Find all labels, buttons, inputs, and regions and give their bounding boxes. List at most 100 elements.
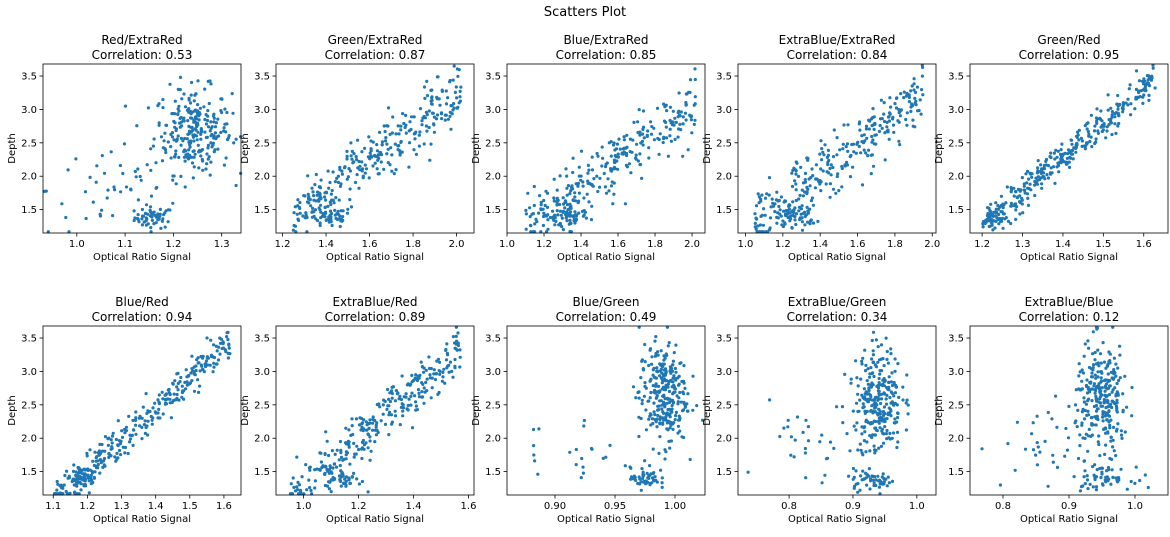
scatter-point — [625, 153, 629, 158]
scatter-point — [612, 158, 617, 162]
scatter-point — [206, 125, 211, 129]
scatter-point — [553, 223, 557, 227]
scatter-point — [651, 368, 655, 372]
scatter-point — [662, 393, 666, 397]
scatter-point — [328, 180, 332, 185]
scatter-point — [157, 123, 161, 127]
scatter-point — [654, 384, 658, 388]
scatter-point — [582, 196, 586, 200]
scatter-point — [879, 397, 884, 401]
scatter-point — [800, 220, 805, 224]
scatter-point — [889, 105, 893, 109]
scatter-point — [677, 418, 681, 422]
x-tick-label: 0.8 — [781, 501, 797, 512]
scatter-point — [373, 153, 377, 158]
scatter-point — [150, 422, 154, 426]
scatter-point — [337, 458, 341, 462]
scatter-point — [345, 154, 349, 158]
scatter-point — [841, 147, 845, 151]
scatter-point — [676, 115, 680, 119]
scatter-point — [199, 132, 203, 136]
scatter-point — [1059, 148, 1063, 152]
scatter-point — [193, 152, 197, 156]
scatter-point — [451, 78, 455, 82]
scatter-point — [674, 343, 678, 347]
scatter-point — [410, 115, 414, 119]
scatter-point — [103, 449, 107, 453]
y-axis-label: Depth — [471, 395, 482, 425]
scatter-point — [198, 106, 202, 110]
scatter-point — [893, 391, 898, 395]
scatter-point — [869, 421, 873, 425]
scatter-point — [1111, 445, 1115, 449]
scatter-point — [555, 203, 559, 207]
y-tick-label: 3.5 — [21, 72, 37, 83]
scatter-point — [1015, 196, 1019, 200]
scatter-point — [368, 458, 372, 462]
scatter-point — [674, 370, 678, 374]
scatter-point — [385, 152, 389, 156]
scatter-point — [390, 131, 394, 135]
x-tick-label: 0.95 — [604, 501, 626, 512]
scatter-point — [1097, 434, 1101, 438]
scatter-point — [143, 431, 147, 435]
scatter-point — [872, 444, 876, 448]
scatter-point — [661, 364, 665, 369]
scatter-point — [185, 108, 190, 112]
scatter-point — [1146, 485, 1150, 490]
scatter-point — [1078, 370, 1082, 374]
scatter-point — [100, 208, 104, 212]
scatter-point — [650, 417, 655, 421]
scatter-point — [674, 414, 678, 418]
scatter-point — [788, 219, 792, 223]
scatter-point — [329, 215, 333, 219]
scatter-point — [295, 455, 299, 459]
scatter-point — [106, 443, 110, 447]
scatter-point — [753, 221, 757, 225]
scatter-point — [769, 205, 773, 209]
scatter-point — [780, 223, 784, 227]
scatter-point — [373, 440, 377, 444]
scatter-point — [387, 413, 391, 417]
subplot-5: 1.2 1.3 1.4 1.5 1.61.52.02.53.03.5Green/RedC… — [934, 33, 1169, 263]
scatter-point — [330, 223, 334, 228]
scatter-point — [1098, 397, 1102, 401]
y-axis-label: Depth — [702, 395, 713, 425]
scatter-point — [67, 476, 71, 480]
scatter-point — [1110, 132, 1114, 137]
x-tick-label: 1.3 — [114, 501, 130, 512]
scatter-point — [1030, 432, 1034, 436]
scatter-point — [96, 451, 100, 455]
scatter-point — [1028, 171, 1032, 175]
y-tick-label: 1.5 — [21, 467, 37, 478]
scatter-point — [763, 213, 767, 217]
scatter-point — [377, 156, 381, 160]
scatter-point — [226, 337, 230, 342]
scatter-point — [457, 101, 461, 105]
scatter-point — [202, 370, 206, 374]
scatter-point — [1091, 465, 1095, 469]
scatter-point — [901, 398, 905, 402]
scatter-point — [334, 196, 338, 200]
scatter-point — [1143, 79, 1147, 83]
scatter-point — [68, 491, 72, 495]
scatter-point — [683, 405, 687, 409]
scatter-point — [1116, 422, 1120, 426]
scatter-point — [223, 107, 227, 111]
scatter-point — [390, 169, 394, 173]
scatter-point — [1108, 361, 1112, 365]
scatter-point — [152, 210, 156, 214]
scatter-point — [806, 187, 810, 191]
scatter-point — [662, 368, 666, 372]
scatter-point — [873, 433, 878, 437]
scatter-point — [324, 198, 328, 202]
scatter-point — [91, 459, 95, 463]
scatter-point — [649, 390, 653, 395]
scatter-point — [297, 483, 301, 487]
scatter-point — [658, 415, 662, 419]
scatter-point — [191, 128, 195, 132]
scatter-point — [1095, 397, 1099, 401]
scatter-point — [539, 203, 543, 207]
subplot-correlation: Correlation: 0.89 — [325, 310, 426, 324]
scatter-point — [539, 230, 543, 234]
